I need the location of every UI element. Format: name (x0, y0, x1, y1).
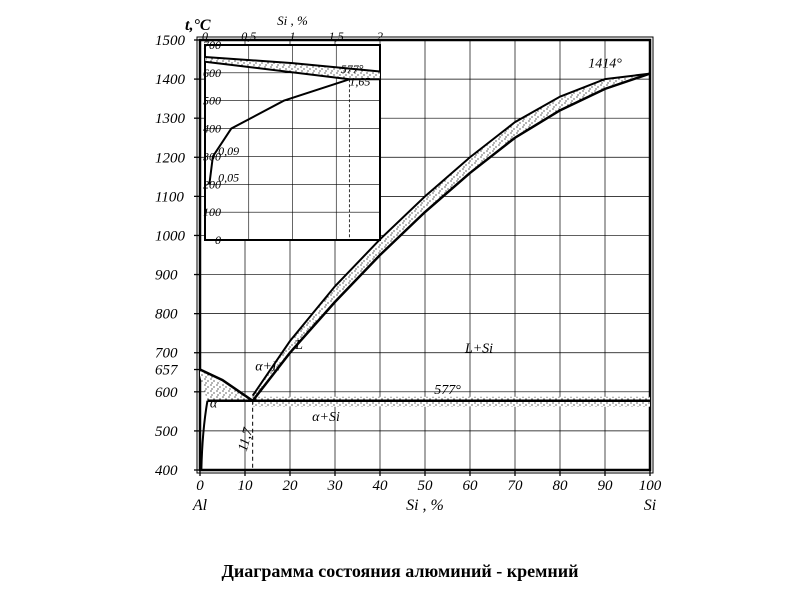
svg-text:800: 800 (155, 307, 178, 323)
svg-text:2: 2 (377, 29, 383, 43)
svg-text:L: L (294, 338, 303, 353)
svg-text:1,5: 1,5 (329, 29, 344, 43)
svg-text:1100: 1100 (155, 189, 184, 205)
svg-text:100: 100 (203, 205, 221, 219)
svg-text:Si , %: Si , % (277, 13, 308, 28)
svg-text:657: 657 (155, 363, 179, 379)
svg-text:40: 40 (373, 478, 389, 494)
svg-text:100: 100 (639, 478, 662, 494)
svg-text:80: 80 (553, 478, 569, 494)
svg-text:α+L: α+L (255, 359, 280, 374)
svg-text:400: 400 (203, 122, 221, 136)
svg-text:1: 1 (290, 29, 296, 43)
svg-text:60: 60 (463, 478, 479, 494)
caption: Диаграмма состояния алюминий - кремний (0, 561, 800, 582)
svg-text:α: α (210, 396, 218, 411)
svg-text:20: 20 (283, 478, 299, 494)
svg-text:Si: Si (644, 497, 656, 514)
svg-text:11,7: 11,7 (236, 426, 257, 454)
svg-text:0: 0 (215, 233, 221, 247)
svg-text:1300: 1300 (155, 111, 186, 127)
svg-text:90: 90 (598, 478, 614, 494)
svg-text:500: 500 (203, 94, 221, 108)
svg-text:Al: Al (192, 497, 208, 514)
svg-text:1400: 1400 (155, 72, 186, 88)
svg-text:0,5: 0,5 (241, 29, 256, 43)
svg-text:1200: 1200 (155, 150, 186, 166)
svg-text:Si , %: Si , % (406, 497, 444, 514)
svg-text:1000: 1000 (155, 228, 186, 244)
svg-text:L+Si: L+Si (464, 342, 493, 357)
svg-text:α+Si: α+Si (312, 410, 340, 425)
svg-text:0: 0 (202, 29, 208, 43)
svg-text:0: 0 (196, 478, 204, 494)
svg-text:700: 700 (155, 346, 178, 362)
svg-text:400: 400 (155, 463, 178, 479)
svg-text:10: 10 (238, 478, 254, 494)
svg-text:1414°: 1414° (588, 56, 622, 71)
svg-text:70: 70 (508, 478, 524, 494)
svg-text:1,65: 1,65 (349, 74, 370, 88)
svg-text:600: 600 (155, 385, 178, 401)
svg-text:500: 500 (155, 424, 178, 440)
svg-text:577°: 577° (434, 383, 461, 398)
svg-text:30: 30 (327, 478, 344, 494)
svg-text:900: 900 (155, 268, 178, 284)
svg-text:600: 600 (203, 66, 221, 80)
svg-text:1500: 1500 (155, 33, 186, 49)
svg-text:0,05: 0,05 (218, 171, 239, 185)
svg-text:0,09: 0,09 (218, 144, 239, 158)
phase-diagram-svg: 4005006006577008009001000110012001300140… (0, 0, 800, 560)
svg-text:50: 50 (418, 478, 434, 494)
